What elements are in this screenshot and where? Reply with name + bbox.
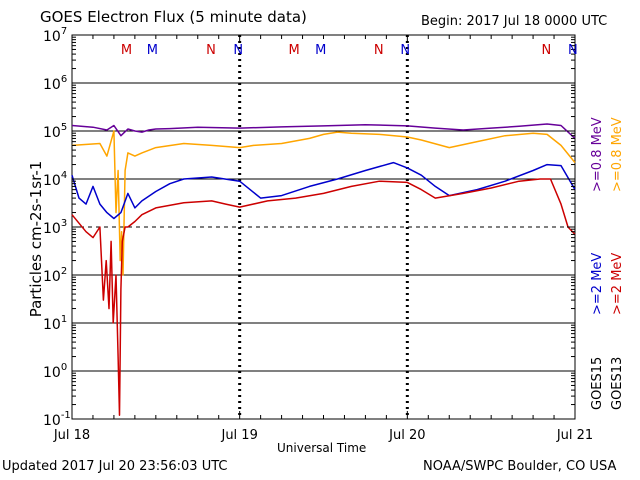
goes13-label: GOES13	[610, 357, 625, 410]
grid-lines	[72, 82, 575, 372]
series-line	[71, 161, 576, 220]
goes15-label: GOES15	[590, 357, 605, 410]
y-tick-label: 107	[43, 26, 67, 45]
series-lines	[71, 123, 576, 416]
marker-label: N	[233, 43, 243, 58]
chart-title: GOES Electron Flux (5 minute data)	[40, 8, 307, 26]
marker-label: M	[289, 43, 300, 58]
series-label: >=0.8 MeV	[610, 117, 625, 192]
marker-label: N	[568, 43, 578, 58]
y-tick-label: 105	[43, 122, 67, 141]
x-tick-label: Jul 20	[388, 428, 425, 443]
y-axis-ticks: 10-1 100 101 102 103 104 105 106 107	[43, 26, 575, 429]
x-tick-label: Jul 21	[556, 428, 593, 443]
marker-label: N	[374, 43, 384, 58]
x-axis-ticks: Jul 18 Jul 19 Jul 20 Jul 21	[53, 35, 593, 443]
series-line	[71, 178, 576, 416]
marker-label: N	[206, 43, 216, 58]
marker-label: M	[315, 43, 326, 58]
series-line	[71, 130, 576, 276]
updated-time: Updated 2017 Jul 20 23:56:03 UTC	[2, 459, 228, 474]
credit: NOAA/SWPC Boulder, CO USA	[423, 459, 617, 474]
y-tick-label: 101	[43, 314, 67, 333]
y-axis-label-text: Particles cm-2s-1sr-1	[27, 160, 45, 318]
y-tick-label: 102	[43, 266, 67, 285]
marker-label: N	[400, 43, 410, 58]
series-line	[71, 123, 576, 139]
x-tick-label: Jul 18	[53, 428, 90, 443]
marker-label: M	[147, 43, 158, 58]
y-tick-label: 106	[43, 74, 67, 93]
y-tick-label: 104	[43, 170, 67, 189]
y-tick-label: 103	[43, 218, 67, 237]
y-tick-label: 10-1	[43, 410, 71, 429]
x-axis-label: Universal Time	[277, 441, 367, 455]
begin-time: Begin: 2017 Jul 18 0000 UTC	[421, 14, 608, 29]
series-label: >=2 MeV	[610, 253, 625, 315]
marker-label: M	[121, 43, 132, 58]
series-label: >=2 MeV	[590, 253, 605, 315]
y-axis-label: Particles cm-2s-1sr-1	[27, 149, 45, 329]
x-tick-label: Jul 19	[220, 428, 257, 443]
y-tick-label: 100	[43, 362, 67, 381]
day-divider-lines	[238, 35, 409, 419]
series-label: >=0.8 MeV	[590, 117, 605, 192]
series-labels: >=0.8 MeV >=0.8 MeV >=2 MeV >=2 MeV GOES15 GO…	[590, 117, 625, 410]
marker-label: N	[541, 43, 551, 58]
